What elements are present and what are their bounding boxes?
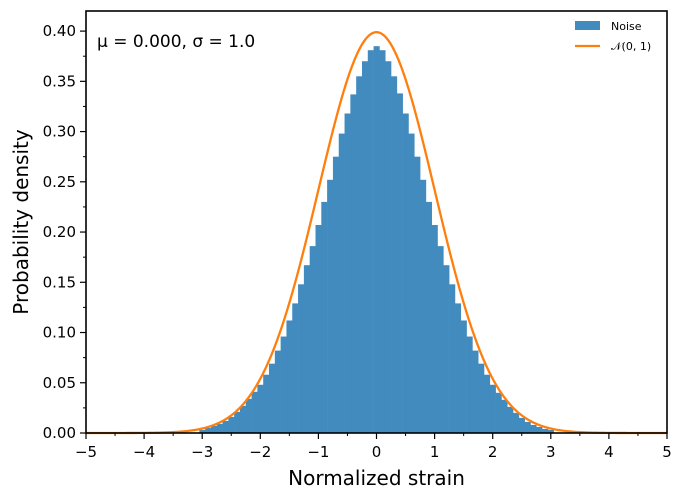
histogram-bar	[199, 429, 206, 433]
histogram-bar	[431, 225, 438, 433]
histogram-bar	[483, 374, 491, 433]
legend-label-noise: Noise	[611, 20, 642, 33]
y-tick-label: 0.05	[43, 374, 76, 392]
histogram-bar	[478, 363, 485, 433]
x-tick-label: 1	[430, 443, 440, 461]
y-axis-ticks: 0.00 0.05 0.10 0.15 0.20 0.25 0.30 0.35 0.40	[43, 22, 86, 442]
histogram-bar	[298, 284, 305, 433]
legend-label-normal: 𝒩(0, 1)	[611, 40, 651, 53]
histogram-bar	[205, 427, 212, 433]
histogram-bar	[530, 424, 537, 433]
histogram-bar	[327, 179, 334, 433]
histogram-bar	[489, 384, 496, 433]
histogram-bar	[222, 420, 229, 433]
histogram-bar	[402, 113, 409, 434]
histogram-bar	[547, 429, 554, 433]
y-tick-label: 0.30	[43, 123, 76, 141]
histogram-bar	[385, 61, 392, 434]
histogram-bar	[460, 320, 467, 433]
y-tick-label: 0.00	[43, 424, 76, 442]
histogram-bar	[507, 406, 514, 433]
legend: Noise 𝒩(0, 1)	[575, 20, 651, 53]
y-tick-label: 0.40	[43, 22, 76, 40]
x-tick-label: −5	[75, 443, 97, 461]
histogram-bar	[234, 411, 241, 433]
histogram-bar	[350, 94, 357, 434]
normal-pdf-line	[86, 31, 667, 435]
x-tick-label: 5	[662, 443, 672, 461]
histogram-bar	[251, 391, 258, 433]
stats-annotation: μ = 0.000, σ = 1.0	[97, 32, 255, 52]
histogram-bar	[269, 363, 276, 433]
histogram-bar	[239, 405, 247, 433]
histogram-bar	[472, 350, 479, 433]
x-axis-label: Normalized strain	[288, 466, 465, 490]
histogram-bar	[361, 61, 369, 434]
y-tick-label: 0.20	[43, 223, 76, 241]
x-tick-label: −1	[307, 443, 329, 461]
histogram-bar	[501, 399, 508, 433]
histogram-bar	[309, 246, 316, 433]
histogram-bar	[315, 225, 322, 433]
histogram-bar	[379, 50, 386, 433]
histogram-bar	[286, 320, 293, 433]
histogram-bar	[274, 350, 281, 433]
x-tick-label: −2	[249, 443, 271, 461]
x-tick-label: −4	[133, 443, 155, 461]
histogram-bars	[199, 46, 554, 434]
histogram-bar	[245, 398, 252, 433]
histogram-bar	[344, 113, 351, 434]
histogram-bar	[280, 336, 287, 433]
y-tick-label: 0.15	[43, 273, 76, 291]
histogram-bar	[396, 93, 403, 433]
histogram-bar	[454, 303, 462, 433]
histogram-bar	[425, 201, 432, 433]
histogram-bar	[356, 76, 363, 433]
histogram-bar	[495, 392, 502, 433]
y-tick-label: 0.10	[43, 324, 76, 342]
histogram-bar	[216, 423, 223, 433]
histogram-bar	[449, 284, 456, 433]
histogram-bar	[210, 425, 218, 433]
histogram-bar	[518, 417, 525, 433]
histogram-bar	[437, 246, 444, 433]
histogram-bar	[391, 76, 398, 433]
histogram-bar	[338, 133, 345, 433]
x-tick-label: 4	[604, 443, 614, 461]
histogram-bar	[420, 179, 427, 433]
y-tick-label: 0.25	[43, 173, 76, 191]
histogram-bar	[414, 156, 421, 433]
histogram-bar	[466, 336, 473, 433]
histogram-bar	[332, 156, 340, 433]
histogram-bar	[524, 421, 531, 433]
histogram-bar	[443, 265, 450, 433]
x-axis-ticks: −5 −4 −3 −2 −1 0 1 2 3 4 5	[75, 433, 672, 461]
histogram-bar	[536, 426, 543, 433]
histogram-bar	[408, 133, 415, 433]
x-tick-label: 3	[546, 443, 556, 461]
y-axis-label: Probability density	[9, 129, 33, 315]
legend-swatch-noise	[575, 21, 600, 30]
histogram-bar	[321, 201, 328, 433]
y-tick-label: 0.35	[43, 72, 76, 90]
histogram-bar	[373, 46, 380, 434]
x-tick-label: 0	[372, 443, 382, 461]
histogram-bar	[228, 416, 235, 433]
histogram-bar	[542, 428, 549, 433]
histogram-bar	[303, 265, 310, 433]
histogram-bar	[257, 384, 264, 433]
x-tick-label: 2	[488, 443, 498, 461]
histogram-bar	[292, 303, 299, 433]
histogram-bar	[513, 412, 520, 433]
histogram-bar	[367, 50, 374, 433]
normal-curve-layer	[86, 31, 667, 435]
histogram-bar	[263, 374, 270, 433]
x-tick-label: −3	[191, 443, 213, 461]
